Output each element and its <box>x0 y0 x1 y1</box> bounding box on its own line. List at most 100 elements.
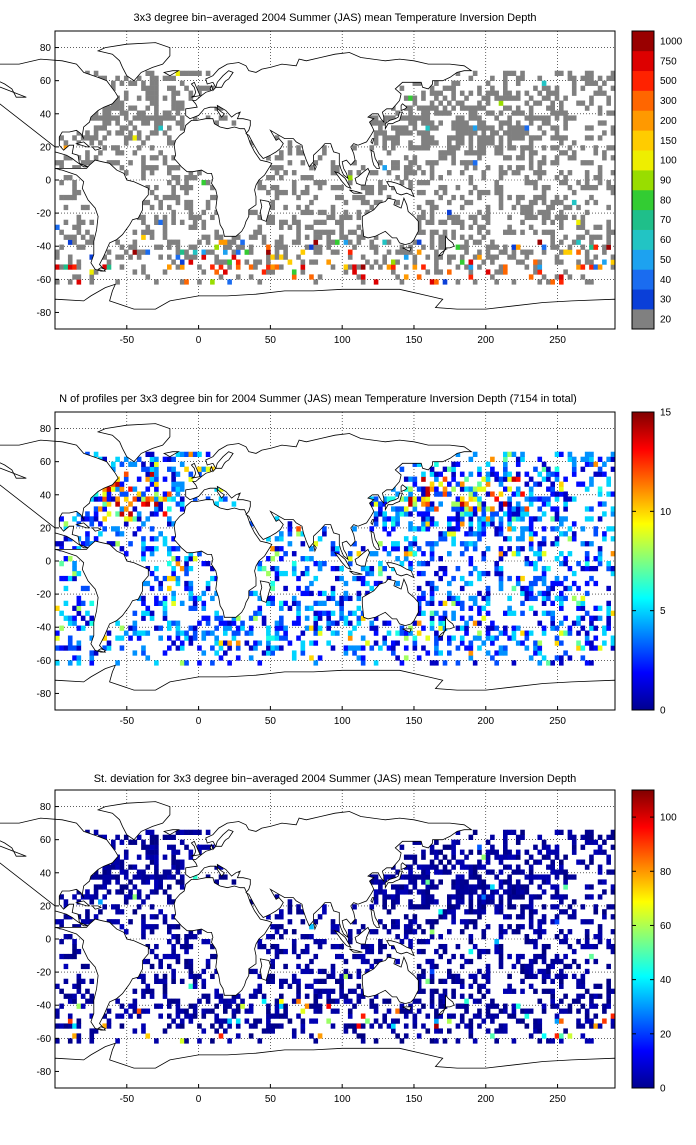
bin-cell <box>162 1028 168 1034</box>
bin-cell <box>528 496 534 502</box>
bin-cell <box>322 600 327 606</box>
bin-cell <box>145 120 151 126</box>
bin-cell <box>554 1033 560 1039</box>
bin-cell <box>451 219 456 225</box>
bin-cell <box>559 199 564 206</box>
bin-cell <box>459 1003 465 1009</box>
bin-cell <box>313 239 319 245</box>
bin-cell <box>123 894 129 900</box>
bin-cell <box>55 1023 60 1029</box>
bin-cell <box>102 115 107 121</box>
bin-cell <box>261 269 267 275</box>
bin-cell <box>391 145 396 151</box>
bin-cell <box>326 1018 331 1024</box>
bin-cell <box>537 924 543 930</box>
bin-cell <box>580 600 586 606</box>
bin-cell <box>472 595 478 602</box>
bin-cell <box>459 874 465 880</box>
bin-cell <box>128 461 133 467</box>
bin-cell <box>399 506 405 512</box>
bin-cell <box>597 75 603 81</box>
bin-cell <box>304 189 310 196</box>
bin-cell <box>429 506 435 512</box>
bin-cell <box>584 135 590 141</box>
bin-cell <box>541 80 547 86</box>
bin-cell <box>356 224 362 230</box>
bin-cell <box>606 244 611 250</box>
bin-cell <box>248 244 254 250</box>
bin-cell <box>304 605 310 611</box>
bin-cell <box>274 924 280 930</box>
bin-cell <box>610 189 616 196</box>
bin-cell <box>554 655 560 661</box>
bin-cell <box>141 645 146 651</box>
bin-cell <box>490 135 495 141</box>
bin-cell <box>528 214 534 221</box>
bin-cell <box>485 491 491 497</box>
coastline <box>402 1006 412 1011</box>
bin-cell <box>339 953 344 960</box>
bin-cell <box>550 90 555 96</box>
colorbar-class <box>632 269 654 290</box>
bin-cell <box>343 973 349 980</box>
bin-cell <box>382 894 387 900</box>
bin-cell <box>442 565 448 572</box>
bin-cell <box>584 556 590 562</box>
bin-cell <box>408 889 413 895</box>
bin-cell <box>85 894 90 900</box>
bin-cell <box>93 829 99 835</box>
bin-cell <box>610 904 616 910</box>
bin-cell <box>287 640 293 646</box>
bin-cell <box>391 521 396 527</box>
bin-cell <box>123 630 129 636</box>
bin-cell <box>300 531 306 537</box>
bin-cell <box>399 660 405 666</box>
bin-cell <box>360 254 366 260</box>
bin-cell <box>515 194 521 201</box>
bin-cell <box>421 849 426 855</box>
bin-cell <box>205 958 211 965</box>
bin-cell <box>507 536 512 542</box>
bin-cell <box>468 456 474 462</box>
bin-cell <box>145 496 151 502</box>
bin-cell <box>490 620 495 626</box>
bin-cell <box>360 1023 366 1029</box>
bin-cell <box>257 565 263 572</box>
bin-cell <box>602 531 607 537</box>
bin-cell <box>455 889 461 895</box>
bin-cell <box>391 526 396 532</box>
bin-cell <box>223 269 228 275</box>
bin-cell <box>571 874 577 880</box>
bin-cell <box>481 145 487 151</box>
bin-cell <box>184 943 189 950</box>
bin-cell <box>438 575 443 582</box>
bin-cell <box>382 501 387 507</box>
bin-cell <box>528 531 534 537</box>
bin-cell <box>468 849 474 855</box>
bin-cell <box>253 988 258 994</box>
bin-cell <box>115 909 120 915</box>
bin-cell <box>494 889 499 895</box>
bin-cell <box>76 605 82 611</box>
bin-cell <box>563 531 568 537</box>
bin-cell <box>421 511 426 517</box>
y-tick-label: 40 <box>40 490 52 501</box>
bin-cell <box>162 575 168 582</box>
bin-cell <box>537 541 543 547</box>
bin-cell <box>425 864 431 870</box>
bin-cell <box>472 110 478 116</box>
bin-cell <box>459 575 465 582</box>
bin-cell <box>571 844 577 850</box>
bin-cell <box>477 948 482 955</box>
bin-cell <box>257 1018 263 1024</box>
bin-cell <box>317 610 323 616</box>
bin-cell <box>468 645 474 651</box>
bin-cell <box>158 254 163 260</box>
bin-cell <box>119 864 125 870</box>
bin-cell <box>55 264 60 270</box>
bin-cell <box>559 600 564 606</box>
bin-cell <box>412 635 418 641</box>
bin-cell <box>145 874 151 880</box>
bin-cell <box>459 600 465 606</box>
bin-cell <box>408 546 413 552</box>
